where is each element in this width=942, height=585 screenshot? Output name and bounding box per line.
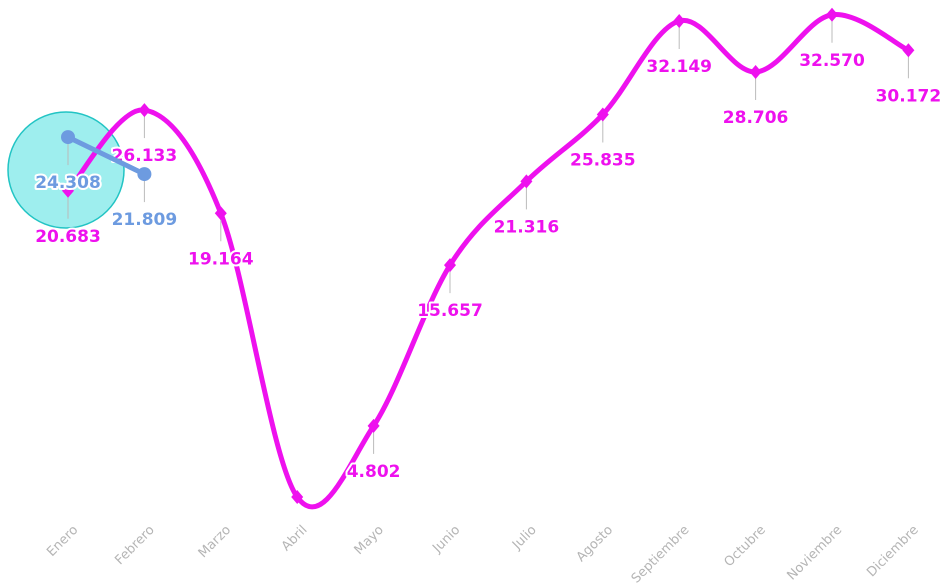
value-label: 21.316 [494,217,560,237]
value-label: 32.570 [799,51,865,71]
value-label: 4.802 [347,462,401,482]
point-marker [673,14,686,29]
x-tick-label: Noviembre [785,523,846,584]
x-tick-label: Marzo [196,523,234,561]
x-tick-label: Octubre [722,523,769,570]
point-marker [367,418,380,433]
point-marker [214,206,227,221]
value-label: 25.835 [570,150,636,170]
point-marker [826,7,838,22]
value-label: 21.809 [112,210,178,230]
point-marker [291,490,304,504]
x-tick-label: Julio [509,523,540,554]
point-marker [902,43,915,58]
value-label: 20.683 [35,227,101,247]
point-marker [444,258,456,273]
x-tick-label: Mayo [352,523,387,558]
point-marker [137,167,152,182]
value-label: 15.657 [417,301,483,321]
point-marker [749,64,762,79]
highlight-circle [7,111,125,229]
x-tick-label: Abril [279,523,311,555]
value-label: 30.172 [876,86,942,106]
x-tick-label: Septiembre [629,523,693,585]
x-tick-label: Diciembre [864,523,922,581]
point-marker [596,107,609,122]
value-label: 19.164 [188,249,254,269]
series-line [65,134,147,177]
value-label: 32.149 [646,57,712,77]
value-label: 24.308 [35,173,101,193]
x-tick-label: Agosto [574,523,616,565]
point-marker [62,183,74,198]
x-tick-label: Enero [44,523,81,560]
point-marker [520,174,533,189]
value-label: 26.133 [112,146,178,166]
value-label: 28.706 [723,108,789,128]
point-marker [138,103,151,118]
point-marker [61,130,75,145]
x-tick-label: Junio [429,523,463,557]
x-tick-label: Febrero [112,523,157,568]
